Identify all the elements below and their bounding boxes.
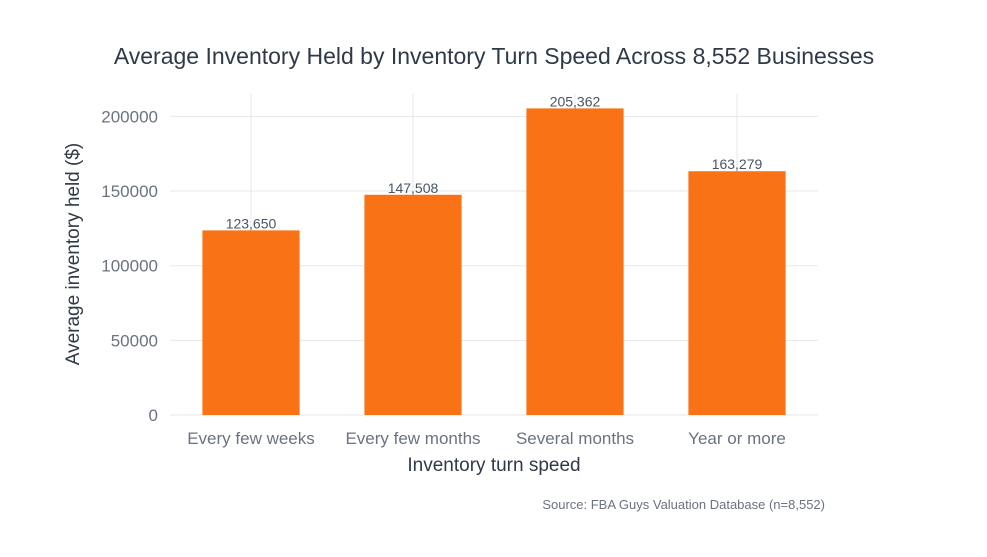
y-tick-label: 0 (149, 406, 158, 425)
x-tick-label: Every few weeks (187, 429, 315, 448)
x-tick-label: Year or more (688, 429, 786, 448)
chart-title: Average Inventory Held by Inventory Turn… (114, 43, 874, 69)
y-axis-title: Average inventory held ($) (63, 143, 84, 366)
bar-data-label: 163,279 (712, 156, 763, 172)
bar-data-label: 123,650 (226, 215, 277, 231)
bar-data-label: 205,362 (550, 93, 601, 109)
bars (202, 108, 786, 415)
y-tick-label: 200000 (101, 107, 158, 126)
source-note: Source: FBA Guys Valuation Database (n=8… (542, 497, 825, 512)
bar (526, 108, 624, 415)
y-tick-label: 150000 (101, 182, 158, 201)
y-tick-label: 100000 (101, 257, 158, 276)
x-axis-title: Inventory turn speed (407, 455, 580, 476)
x-axis-ticks: Every few weeks Every few months Several m… (187, 429, 786, 448)
bar (688, 171, 786, 415)
bar (202, 230, 300, 415)
x-tick-label: Several months (516, 429, 634, 448)
bar (364, 194, 462, 415)
y-axis-ticks: 0 50000 100000 150000 200000 (101, 107, 158, 425)
data-labels: 123,650 147,508 205,362 163,279 (226, 93, 763, 231)
bar-data-label: 147,508 (388, 180, 439, 196)
y-tick-label: 50000 (111, 331, 158, 350)
x-tick-label: Every few months (345, 429, 480, 448)
